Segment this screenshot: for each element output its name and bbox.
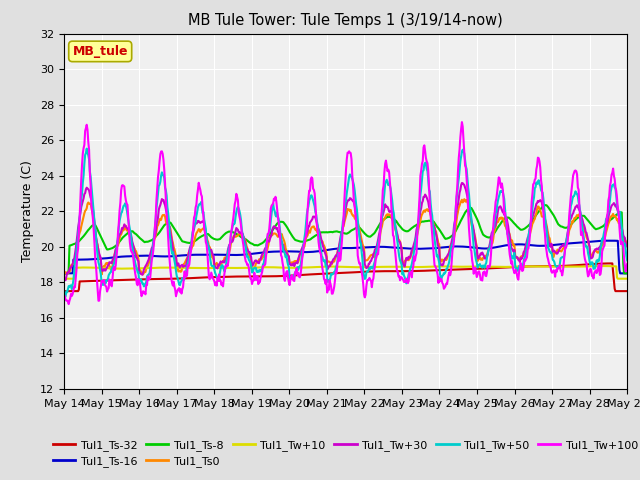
Tul1_Tw+50: [217, 266, 225, 272]
Tul1_Ts-16: [623, 271, 631, 276]
Tul1_Tw+100: [71, 284, 79, 290]
Tul1_Tw+100: [458, 119, 466, 125]
Tul1_Ts0: [70, 258, 78, 264]
Tul1_Ts-32: [186, 276, 193, 281]
Line: Tul1_Tw+100: Tul1_Tw+100: [64, 122, 627, 304]
Tul1_Tw+50: [432, 247, 440, 253]
Tul1_Tw+100: [623, 261, 631, 267]
Tul1_Tw+10: [186, 265, 193, 271]
Tul1_Tw+50: [130, 253, 138, 259]
Tul1_Ts-8: [431, 220, 438, 226]
Line: Tul1_Ts-16: Tul1_Ts-16: [64, 240, 627, 274]
Tul1_Ts-8: [541, 202, 548, 208]
Tul1_Ts-32: [215, 274, 223, 280]
Tul1_Tw+100: [65, 301, 72, 307]
Tul1_Ts-16: [128, 253, 136, 259]
Tul1_Tw+100: [415, 207, 422, 213]
Tul1_Ts-16: [186, 252, 193, 258]
Tul1_Tw+10: [414, 264, 422, 270]
Tul1_Tw+30: [60, 277, 68, 283]
Tul1_Ts-8: [70, 241, 78, 247]
Tul1_Ts-16: [609, 238, 617, 243]
Tul1_Ts0: [129, 242, 137, 248]
Tul1_Ts-32: [414, 268, 422, 274]
Line: Tul1_Ts-8: Tul1_Ts-8: [64, 205, 627, 274]
Tul1_Tw+100: [186, 253, 194, 259]
Tul1_Tw+30: [623, 244, 631, 250]
Text: MB_tule: MB_tule: [72, 45, 128, 58]
Tul1_Tw+50: [416, 204, 424, 210]
Tul1_Ts-32: [623, 288, 631, 294]
Title: MB Tule Tower: Tule Temps 1 (3/19/14-now): MB Tule Tower: Tule Temps 1 (3/19/14-now…: [188, 13, 503, 28]
Tul1_Ts-16: [60, 271, 68, 276]
Tul1_Tw+10: [598, 263, 606, 269]
Tul1_Tw+10: [623, 276, 631, 282]
Tul1_Tw+100: [216, 278, 224, 284]
Tul1_Ts-8: [128, 228, 136, 234]
Tul1_Tw+30: [458, 180, 466, 186]
Tul1_Tw+10: [60, 276, 68, 282]
Tul1_Ts-16: [70, 257, 78, 263]
Tul1_Tw+30: [431, 225, 438, 230]
Tul1_Tw+100: [60, 293, 68, 299]
Legend: Tul1_Ts-32, Tul1_Ts-16, Tul1_Ts-8, Tul1_Ts0, Tul1_Tw+10, Tul1_Tw+30, Tul1_Tw+50,: Tul1_Ts-32, Tul1_Ts-16, Tul1_Ts-8, Tul1_…: [49, 435, 640, 471]
Tul1_Tw+10: [70, 276, 78, 282]
Tul1_Ts-16: [215, 252, 223, 258]
Tul1_Tw+30: [128, 239, 136, 244]
Tul1_Ts-32: [431, 267, 438, 273]
Tul1_Ts-32: [609, 261, 616, 266]
Line: Tul1_Tw+10: Tul1_Tw+10: [64, 266, 627, 279]
Tul1_Ts-8: [623, 271, 631, 276]
Tul1_Tw+100: [129, 252, 137, 258]
Tul1_Ts0: [415, 224, 422, 230]
Tul1_Tw+50: [187, 243, 195, 249]
Line: Tul1_Tw+50: Tul1_Tw+50: [64, 149, 627, 297]
Tul1_Tw+30: [215, 263, 223, 269]
Tul1_Ts-8: [60, 271, 68, 276]
Tul1_Tw+30: [414, 221, 422, 227]
Tul1_Ts-32: [60, 288, 68, 294]
Tul1_Tw+50: [61, 294, 68, 300]
Tul1_Tw+100: [431, 264, 439, 269]
Tul1_Ts-8: [414, 221, 422, 227]
Tul1_Ts-8: [215, 237, 223, 242]
Tul1_Ts0: [216, 263, 224, 268]
Tul1_Ts-32: [128, 277, 136, 283]
Tul1_Ts0: [186, 249, 194, 254]
Tul1_Ts0: [460, 196, 468, 202]
Tul1_Tw+50: [60, 291, 68, 297]
Y-axis label: Temperature (C): Temperature (C): [22, 160, 35, 262]
Tul1_Tw+10: [128, 265, 136, 271]
Tul1_Ts0: [623, 241, 631, 247]
Line: Tul1_Tw+30: Tul1_Tw+30: [64, 183, 627, 280]
Tul1_Ts-32: [70, 288, 78, 294]
Tul1_Ts-8: [186, 240, 193, 246]
Tul1_Tw+10: [215, 265, 223, 271]
Tul1_Ts-16: [414, 246, 422, 252]
Tul1_Tw+50: [71, 259, 79, 264]
Tul1_Tw+50: [623, 257, 631, 263]
Tul1_Ts0: [431, 228, 439, 233]
Line: Tul1_Ts0: Tul1_Ts0: [64, 199, 627, 275]
Tul1_Tw+30: [70, 256, 78, 262]
Tul1_Tw+50: [83, 146, 90, 152]
Tul1_Tw+30: [186, 247, 193, 253]
Tul1_Ts0: [60, 271, 68, 276]
Tul1_Ts-16: [431, 245, 438, 251]
Tul1_Ts0: [98, 272, 106, 277]
Line: Tul1_Ts-32: Tul1_Ts-32: [64, 264, 627, 291]
Tul1_Tw+10: [431, 264, 438, 269]
